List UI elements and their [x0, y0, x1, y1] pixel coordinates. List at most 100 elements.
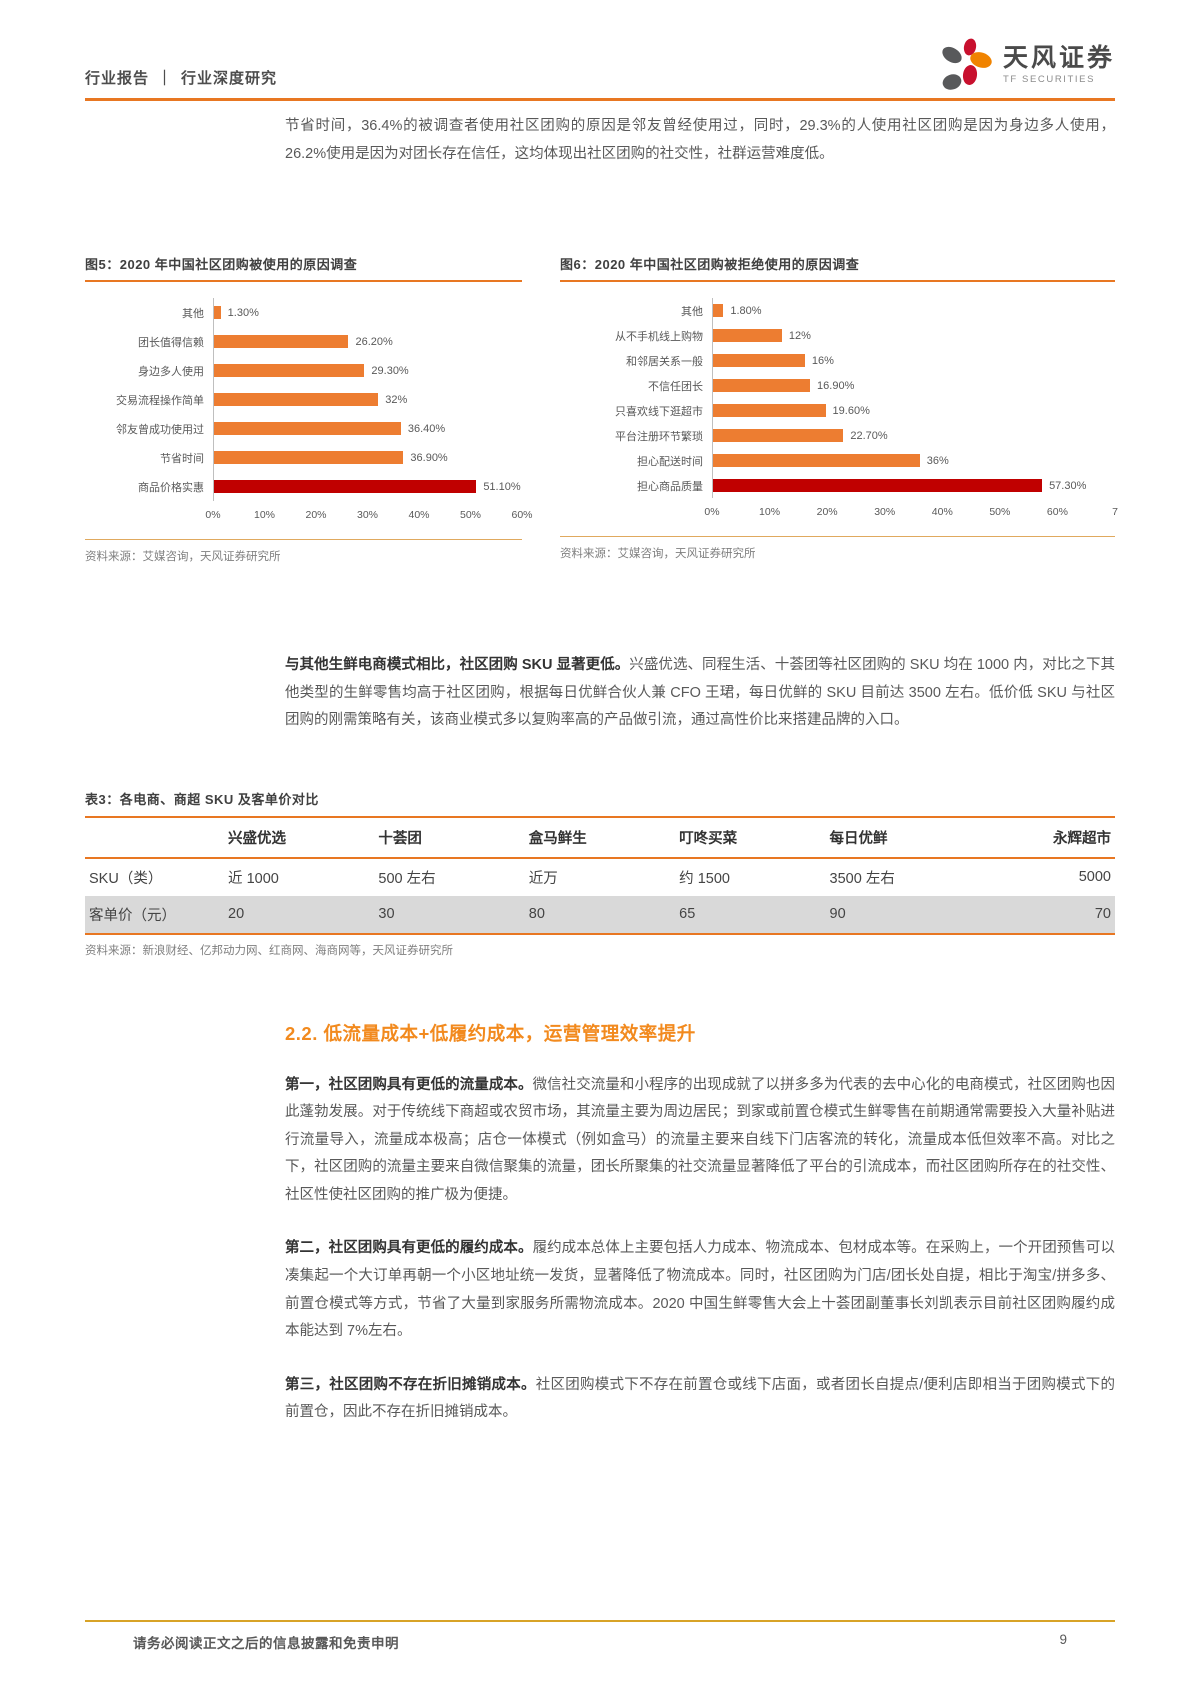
x-axis-tick: 20%	[305, 509, 327, 522]
paragraph-rest: 履约成本总体上主要包括人力成本、物流成本、包材成本等。在采购上，一个开团预售可以…	[285, 1240, 1115, 1340]
paragraph-lead: 第一，社区团购具有更低的流量成本。	[285, 1076, 533, 1093]
bar-category-label: 担心商品质量	[637, 480, 703, 493]
section-2-2-heading: 2.2. 低流量成本+低履约成本，运营管理效率提升	[285, 1022, 696, 1044]
bar-value-label: 36.40%	[407, 422, 446, 435]
bar-row: 邻友曾成功使用过 36.40%	[85, 414, 522, 444]
bar-category-label: 和邻居关系一般	[626, 355, 703, 368]
header-divider	[85, 98, 1115, 101]
bar-row: 从不手机线上购物 12%	[560, 323, 1115, 349]
sku-comparison-table: 兴盛优选 十荟团 盒马鲜生 叮咚买菜 每日优鲜 永辉超市 SKU（类） 近 10…	[85, 815, 1115, 935]
bar-value-label: 19.60%	[832, 404, 870, 417]
bar	[713, 379, 811, 393]
bar-category-label: 从不手机线上购物	[615, 330, 703, 343]
table-cell: 80	[524, 895, 676, 934]
bar-value-label: 26.20%	[355, 335, 393, 348]
bar-value-label: 16.90%	[817, 379, 855, 392]
brand-text: 天风证券 TF SECURITIES	[1002, 44, 1115, 85]
brand-name: 天风证券	[1002, 44, 1115, 73]
bar	[713, 304, 724, 318]
bar	[214, 451, 404, 465]
table-header-row: 兴盛优选 十荟团 盒马鲜生 叮咚买菜 每日优鲜 永辉超市	[85, 816, 1115, 859]
table-cell: 5000	[1078, 869, 1111, 886]
bar-row: 只喜欢线下逛超市 19.60%	[560, 398, 1115, 424]
table-row-sku: SKU（类） 近 1000 500 左右 近万 约 1500 3500 左右 5…	[85, 858, 1115, 896]
bar-value-label: 51.10%	[483, 480, 521, 493]
bar-category-label: 其他	[681, 305, 703, 318]
bar-category-label: 只喜欢线下逛超市	[615, 405, 703, 418]
bar-row: 担心配送时间 36%	[560, 448, 1115, 474]
bar-category-label: 平台注册环节繁琐	[615, 430, 703, 443]
table-3-block: 表3：各电商、商超 SKU 及客单价对比 兴盛优选 十荟团 盒马鲜生 叮咚买菜 …	[85, 789, 1115, 958]
bar-value-label: 16%	[811, 354, 834, 367]
figures-row: 图5：2020 年中国社区团购被使用的原因调查 其他 1.30% 团长值得信赖 26.…	[85, 254, 1118, 564]
bar	[713, 404, 826, 418]
category-separator: ｜	[157, 70, 174, 87]
figure-5-axis: 0% 10% 20% 30% 40% 50% 60%	[85, 507, 532, 525]
bar-row: 身边多人使用 29.30%	[85, 356, 522, 386]
row-label: 客单价（元）	[85, 895, 225, 934]
page-header: 行业报告 ｜ 行业深度研究 天风证券 TF SECURITIES	[85, 0, 1115, 96]
table-cell: 70	[975, 895, 1115, 934]
footer-disclaimer: 请务必阅读正文之后的信息披露和免责申明	[133, 1636, 399, 1651]
subcategory-label: 行业深度研究	[181, 70, 278, 87]
table-header-shihuituan: 十荟团	[374, 816, 525, 859]
bar-category-label: 其他	[182, 307, 204, 320]
x-axis-tick: 50%	[459, 509, 482, 522]
bar-row: 平台注册环节繁琐 22.70%	[560, 423, 1115, 449]
figure-6: 图6：2020 年中国社区团购被拒绝使用的原因调查 其他 1.80% 从不手机线上购…	[560, 254, 1118, 564]
bar-value-label: 12%	[788, 329, 811, 342]
bar-row: 交易流程操作简单 32%	[85, 385, 522, 415]
x-axis-tick: 0%	[704, 506, 720, 519]
brand-name-en: TF SECURITIES	[1002, 73, 1096, 85]
table-header-xingsheng: 兴盛优选	[224, 816, 375, 859]
bar-value-label: 29.30%	[371, 364, 409, 377]
figure-6-title-rule	[560, 280, 1115, 283]
bar	[214, 393, 379, 407]
bar	[214, 422, 401, 436]
x-axis-tick: 40%	[408, 509, 430, 522]
bar	[713, 329, 782, 343]
bar	[713, 429, 844, 443]
table-cell: 近万	[528, 870, 558, 887]
bar-category-label: 身边多人使用	[138, 365, 204, 378]
bar-category-label: 担心配送时间	[637, 455, 703, 468]
category-label: 行业报告	[85, 70, 150, 87]
bar-row: 商品价格实惠 51.10%	[85, 472, 522, 502]
paragraph-rest: 微信社交流量和小程序的出现成就了以拼多多为代表的去中心化的电商模式，社区团购也因…	[285, 1076, 1115, 1203]
table-cell: 近 1000	[228, 870, 279, 887]
bar	[713, 354, 805, 368]
x-axis-tick: 7	[1112, 506, 1118, 519]
bar	[713, 454, 920, 468]
bar-value-label: 57.30%	[1049, 479, 1087, 492]
table-row-price: 客单价（元） 20 30 80 65 90 70	[85, 895, 1115, 934]
table-cell: 3500 左右	[829, 870, 895, 887]
bar-value-label: 22.70%	[850, 429, 888, 442]
sku-paragraph-lead: 与其他生鲜电商模式相比，社区团购 SKU 显著更低。	[285, 657, 630, 674]
bar-row: 不信任团长 16.90%	[560, 373, 1115, 399]
bar-value-label: 32%	[385, 393, 408, 406]
bar-row: 团长值得信赖 26.20%	[85, 327, 522, 357]
table-header-meiriyouxian: 每日优鲜	[825, 816, 976, 859]
table-cell: 90	[825, 895, 976, 934]
bar-category-label: 团长值得信赖	[138, 336, 204, 349]
bar-category-label: 邻友曾成功使用过	[116, 423, 204, 436]
tf-securities-logo: 天风证券 TF SECURITIES	[937, 38, 1115, 96]
bar-row: 和邻居关系一般 16%	[560, 348, 1115, 374]
bar-row: 其他 1.30%	[85, 298, 522, 328]
figure-6-source: 资料来源：艾媒咨询，天风证券研究所	[560, 548, 756, 561]
table-cell: 500 左右	[378, 870, 436, 887]
table-header-hema: 盒马鲜生	[524, 816, 676, 859]
paragraph-rest: 社区团购模式下不存在前置仓或线下店面，或者团长自提点/便利店即相当于团购模式下的…	[285, 1376, 1116, 1421]
bar-category-label: 节省时间	[160, 452, 204, 465]
bar	[214, 364, 365, 378]
bar-category-label: 商品价格实惠	[138, 481, 204, 494]
bar-row: 担心商品质量 57.30%	[560, 473, 1115, 499]
x-axis-tick: 30%	[874, 506, 896, 519]
table-cell: 20	[224, 895, 375, 934]
figure-5-title: 图5：2020 年中国社区团购被使用的原因调查	[85, 257, 358, 273]
figure-5-title-rule	[85, 280, 522, 283]
table-cell: 30	[374, 895, 525, 934]
figure-6-source-rule	[560, 536, 1115, 538]
figure-6-bars: 其他 1.80% 从不手机线上购物 12% 和邻居关系一般 16% 不信任团长 16.90% 只…	[560, 298, 1115, 499]
